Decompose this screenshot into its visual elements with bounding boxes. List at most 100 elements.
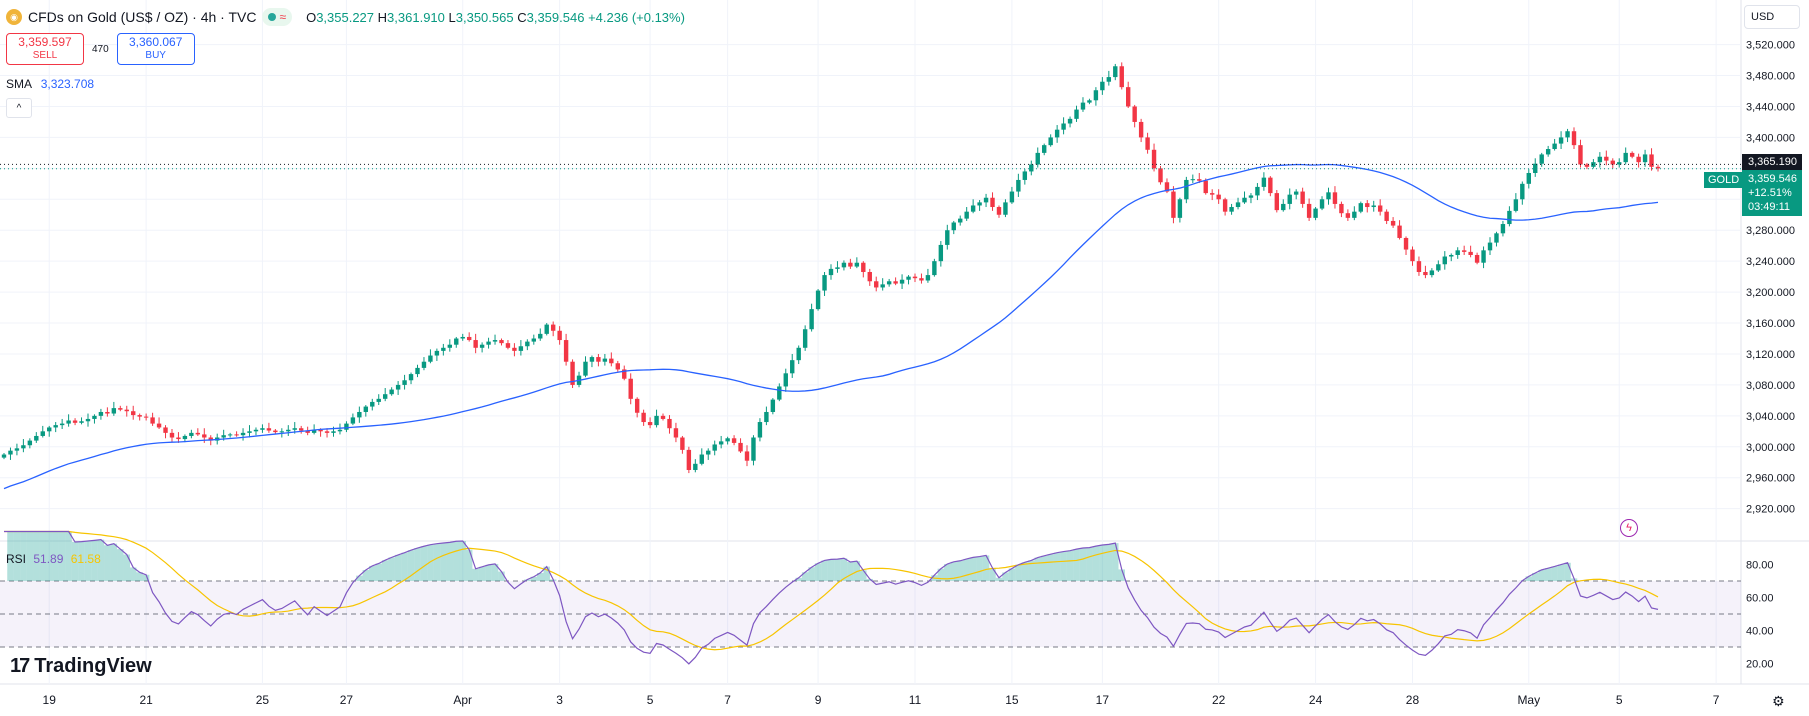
candle-body bbox=[641, 412, 646, 423]
candle-body bbox=[66, 420, 71, 424]
candle-body bbox=[299, 428, 304, 431]
candle-body bbox=[809, 309, 814, 330]
ohlc-values: O3,355.227 H3,361.910 L3,350.565 C3,359.… bbox=[306, 9, 685, 25]
candle-body bbox=[1319, 199, 1325, 209]
candle-body bbox=[59, 423, 65, 426]
candle-body bbox=[550, 324, 556, 331]
candle-body bbox=[770, 399, 776, 412]
candle-body bbox=[867, 271, 872, 282]
candle-body bbox=[1067, 118, 1073, 124]
candle-body bbox=[1384, 211, 1389, 221]
candle-body bbox=[602, 358, 608, 362]
symbol-title[interactable]: CFDs on Gold (US$ / OZ) · 4h · TVC bbox=[28, 9, 257, 25]
buy-button[interactable]: 3,360.067 BUY bbox=[116, 33, 195, 65]
candle-body bbox=[1629, 152, 1635, 157]
candle-body bbox=[363, 406, 369, 412]
candle-body bbox=[499, 340, 504, 344]
time-tick-label: 28 bbox=[1406, 693, 1420, 707]
candle-body bbox=[925, 275, 931, 281]
candle-body bbox=[163, 427, 168, 433]
candle-body bbox=[311, 429, 317, 433]
candle-body bbox=[98, 411, 104, 416]
close-value: 3,359.546 bbox=[526, 9, 585, 25]
time-tick-label: Apr bbox=[453, 693, 472, 707]
tradingview-logo[interactable]: 17 TradingView bbox=[10, 655, 152, 678]
candle-body bbox=[1184, 179, 1189, 200]
candle-body bbox=[1326, 192, 1331, 200]
time-tick-label: 24 bbox=[1309, 693, 1323, 707]
candle-body bbox=[1106, 77, 1112, 82]
candle-body bbox=[790, 360, 795, 374]
candle-body bbox=[260, 428, 265, 430]
candle-body bbox=[886, 281, 892, 285]
candle-body bbox=[176, 437, 181, 440]
candle-body bbox=[744, 451, 750, 461]
candle-body bbox=[977, 202, 982, 206]
candle-body bbox=[848, 262, 853, 267]
candle-body bbox=[1636, 156, 1641, 163]
candle-body bbox=[1539, 154, 1544, 164]
time-tick-label: 7 bbox=[724, 693, 731, 707]
lightning-icon[interactable]: ϟ bbox=[1620, 519, 1638, 537]
candle-body bbox=[738, 442, 743, 452]
tradingview-text: TradingView bbox=[34, 655, 152, 677]
currency-selector[interactable]: USD bbox=[1744, 5, 1800, 29]
candle-body bbox=[1209, 193, 1215, 195]
candle-body bbox=[1313, 208, 1318, 218]
rsi-legend[interactable]: RSI 51.89 61.58 bbox=[6, 552, 101, 566]
time-tick-label: 21 bbox=[139, 693, 153, 707]
candle-body bbox=[609, 358, 614, 364]
candle-body bbox=[189, 432, 194, 436]
candle-body bbox=[395, 384, 401, 390]
candle-body bbox=[874, 281, 879, 288]
candle-body bbox=[273, 430, 278, 433]
time-tick-label: 25 bbox=[256, 693, 270, 707]
candle-body bbox=[14, 448, 20, 451]
candle-body bbox=[34, 435, 39, 441]
settings-gear-icon[interactable]: ⚙ bbox=[1772, 693, 1785, 709]
candle-body bbox=[1300, 191, 1305, 204]
sma-legend[interactable]: SMA 3,323.708 bbox=[6, 77, 94, 91]
candle-body bbox=[1617, 162, 1622, 165]
candle-body bbox=[1054, 129, 1060, 138]
candle-body bbox=[1500, 224, 1506, 234]
price-tick-label: 3,240.000 bbox=[1746, 256, 1795, 268]
candle-body bbox=[1222, 199, 1228, 212]
chevron-up-icon: ^ bbox=[16, 102, 22, 114]
candle-body bbox=[1403, 237, 1409, 250]
candle-body bbox=[615, 363, 620, 370]
candle-body bbox=[227, 434, 233, 436]
rsi-tick-label: 40.00 bbox=[1746, 625, 1774, 637]
candle-body bbox=[286, 429, 291, 432]
sma-label: SMA bbox=[6, 77, 32, 91]
candle-body bbox=[983, 197, 989, 203]
candle-body bbox=[428, 355, 433, 362]
candle-body bbox=[47, 427, 52, 432]
rsi-tick-label: 60.00 bbox=[1746, 592, 1774, 604]
candle-body bbox=[1526, 172, 1531, 184]
candle-body bbox=[415, 367, 420, 375]
candle-body bbox=[1474, 254, 1480, 263]
time-tick-label: 19 bbox=[43, 693, 57, 707]
candle-body bbox=[990, 197, 995, 208]
candle-body bbox=[706, 450, 711, 455]
candle-body bbox=[518, 346, 524, 351]
candle-body bbox=[8, 450, 13, 455]
time-tick-label: 9 bbox=[815, 693, 822, 707]
candle-body bbox=[72, 420, 78, 423]
buy-price: 3,360.067 bbox=[128, 35, 183, 49]
candle-body bbox=[53, 425, 58, 428]
candle-body bbox=[1442, 256, 1447, 265]
candle-body bbox=[958, 218, 963, 223]
candle-body bbox=[667, 418, 672, 429]
market-status[interactable]: ≈ bbox=[262, 8, 293, 26]
sell-button[interactable]: 3,359.597 SELL bbox=[6, 33, 84, 65]
candle-body bbox=[538, 333, 543, 339]
candle-body bbox=[27, 440, 33, 446]
candle-body bbox=[1061, 123, 1066, 130]
collapse-legend-button[interactable]: ^ bbox=[6, 98, 32, 118]
candle-body bbox=[156, 423, 162, 428]
candle-body bbox=[473, 340, 478, 348]
candle-body bbox=[1436, 264, 1441, 271]
